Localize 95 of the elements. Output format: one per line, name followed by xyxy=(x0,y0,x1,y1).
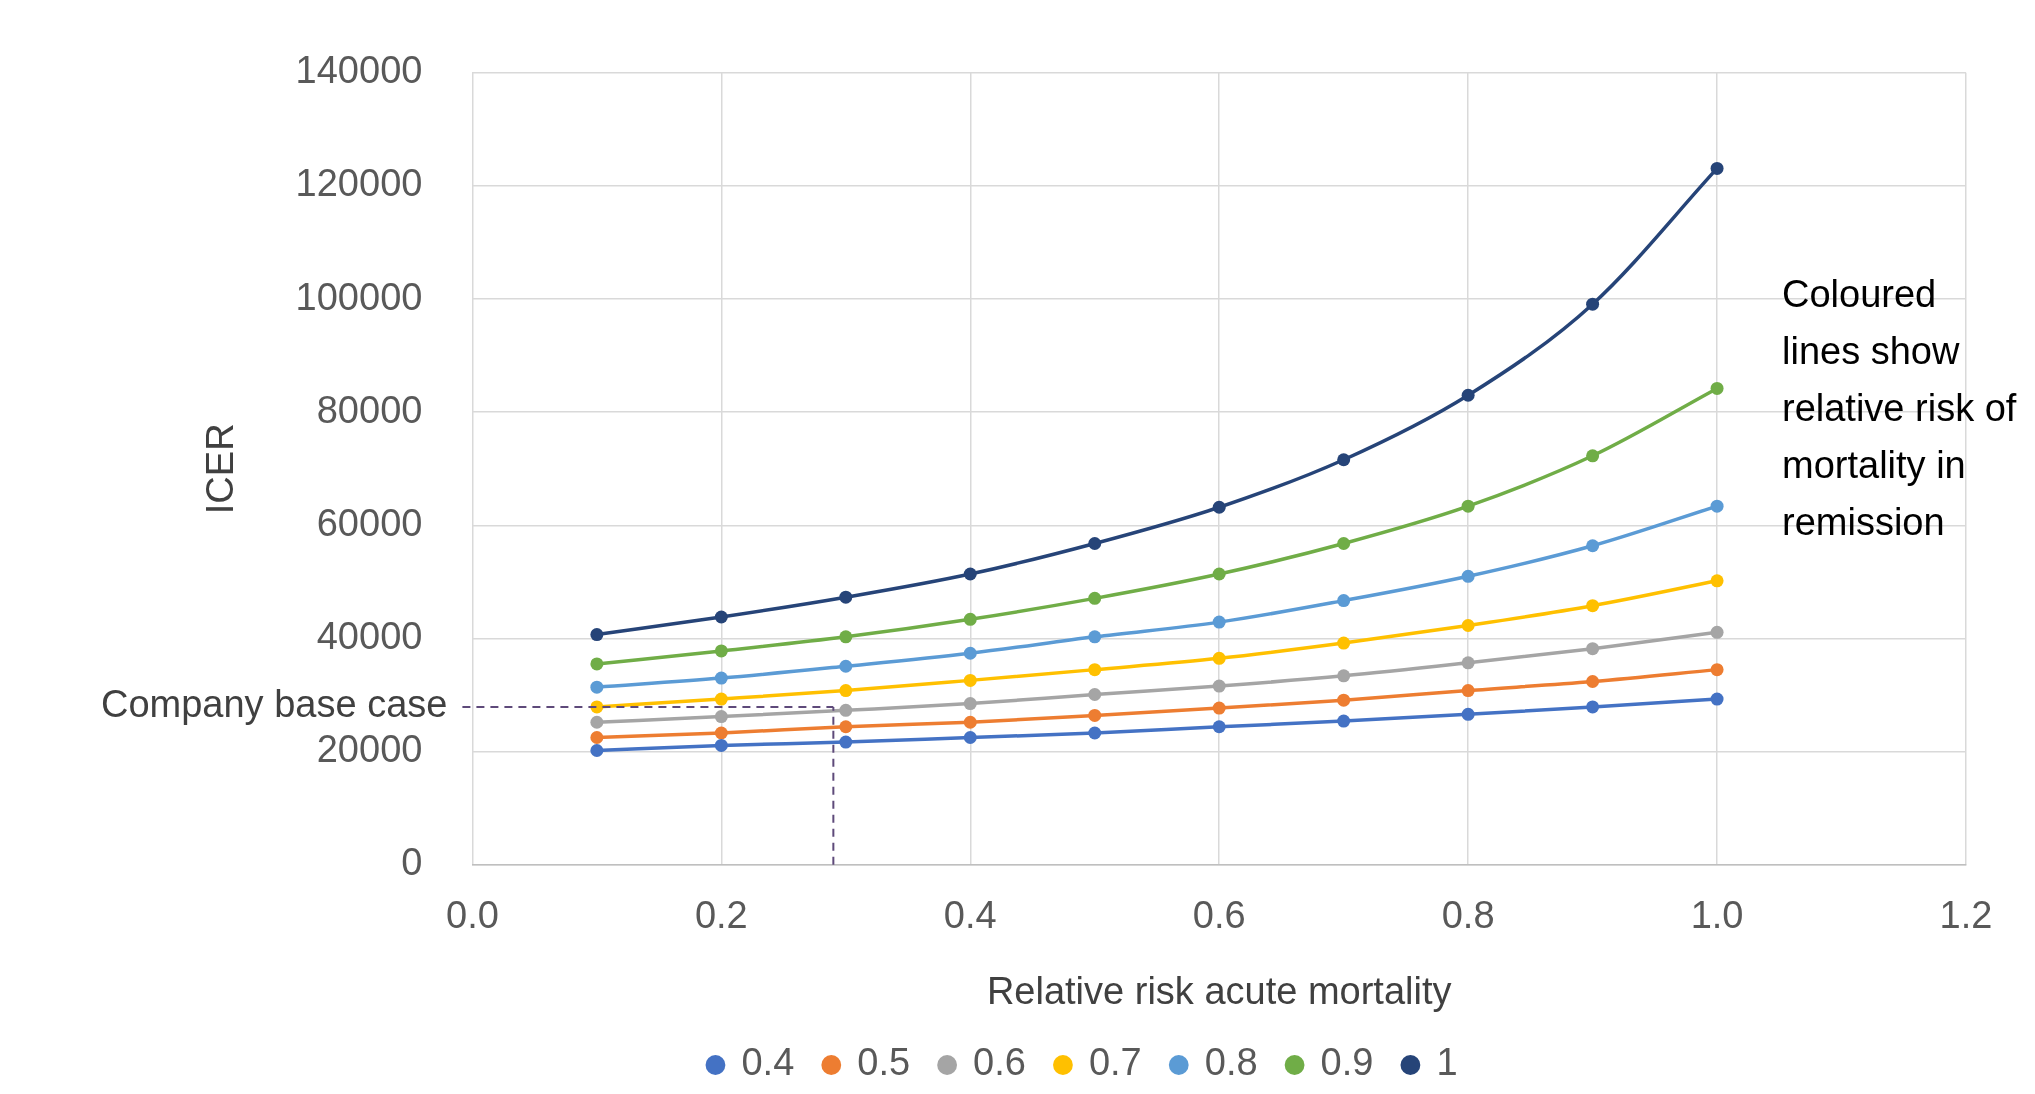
point xyxy=(1586,599,1600,613)
ref-line-label: Company base case xyxy=(100,683,448,726)
point xyxy=(1088,630,1102,644)
point xyxy=(714,738,728,752)
y-tick-label: 140000 xyxy=(295,49,423,92)
point xyxy=(1586,539,1600,553)
y-tick-label: 0 xyxy=(401,841,423,884)
point xyxy=(1710,574,1724,588)
point xyxy=(1461,619,1475,632)
point xyxy=(1461,499,1475,513)
point xyxy=(714,726,728,740)
legend-label: 0.7 xyxy=(1088,1041,1142,1084)
y-tick-label: 20000 xyxy=(316,728,423,771)
point xyxy=(1337,536,1351,550)
point xyxy=(1212,679,1226,693)
point xyxy=(1710,381,1724,395)
legend-label: 0.6 xyxy=(973,1041,1026,1084)
point xyxy=(1212,567,1226,581)
y-tick-label: 120000 xyxy=(295,162,423,205)
point xyxy=(1710,692,1724,706)
x-axis-title: Relative risk acute mortality xyxy=(986,969,1452,1012)
point xyxy=(839,703,853,717)
point xyxy=(1088,663,1102,677)
point xyxy=(963,731,977,745)
point xyxy=(590,715,604,729)
point xyxy=(839,735,853,749)
point xyxy=(963,697,977,711)
point xyxy=(963,646,977,660)
point xyxy=(963,567,977,581)
point xyxy=(1337,669,1351,683)
point xyxy=(590,657,604,671)
point xyxy=(963,612,977,626)
x-tick-label: 1.0 xyxy=(1690,894,1744,937)
point xyxy=(1586,675,1600,689)
y-tick-label: 100000 xyxy=(295,275,423,318)
x-tick-label: 0.4 xyxy=(943,894,997,937)
annotation: Coloured lines show relative risk of mortality in remission xyxy=(1782,273,2017,544)
point xyxy=(1710,499,1724,513)
legend-label: 0.5 xyxy=(857,1041,911,1084)
point xyxy=(714,671,728,685)
legend-label: 1 xyxy=(1436,1041,1458,1084)
x-tick-label: 0.8 xyxy=(1441,894,1495,937)
point xyxy=(1586,700,1600,714)
point xyxy=(590,744,604,758)
point xyxy=(590,628,604,642)
x-tick-label: 1.2 xyxy=(1939,894,1993,937)
point xyxy=(1212,651,1226,665)
point xyxy=(1461,707,1475,721)
point xyxy=(1212,720,1226,734)
point xyxy=(1088,708,1102,722)
point xyxy=(1088,726,1102,740)
point xyxy=(1088,591,1102,605)
legend-label: 0.8 xyxy=(1204,1041,1258,1084)
point xyxy=(714,644,728,658)
point xyxy=(963,673,977,687)
point xyxy=(590,731,604,745)
legend-label: 0.9 xyxy=(1320,1041,1374,1084)
point xyxy=(590,680,604,694)
point xyxy=(839,720,853,734)
point xyxy=(839,630,853,644)
point xyxy=(1212,615,1226,629)
point xyxy=(1710,161,1724,175)
point xyxy=(1710,625,1724,639)
point xyxy=(1586,642,1600,656)
point xyxy=(963,715,977,729)
point xyxy=(839,684,853,698)
point xyxy=(1461,569,1475,583)
point xyxy=(1710,663,1724,677)
point xyxy=(1586,449,1600,463)
legend-label: 0.4 xyxy=(741,1041,795,1084)
point xyxy=(1088,688,1102,702)
point xyxy=(839,659,853,673)
y-axis-title: ICER xyxy=(199,423,242,515)
point xyxy=(1337,594,1351,608)
point xyxy=(1088,536,1102,550)
point xyxy=(1461,684,1475,698)
y-tick-label: 80000 xyxy=(316,388,423,431)
point xyxy=(1337,714,1351,728)
point xyxy=(714,610,728,624)
point xyxy=(839,590,853,604)
point xyxy=(1337,693,1351,707)
x-tick-label: 0.0 xyxy=(445,894,499,937)
point xyxy=(1337,453,1351,467)
x-tick-label: 0.6 xyxy=(1192,894,1246,937)
y-tick-label: 40000 xyxy=(316,615,423,657)
point xyxy=(1212,701,1226,715)
point xyxy=(1212,500,1226,514)
point xyxy=(1337,636,1351,650)
point xyxy=(714,710,728,724)
point xyxy=(1461,388,1475,402)
point xyxy=(1461,656,1475,670)
point xyxy=(1586,297,1600,311)
point xyxy=(714,692,728,706)
y-tick-label: 60000 xyxy=(316,501,423,544)
x-tick-label: 0.2 xyxy=(694,894,748,937)
